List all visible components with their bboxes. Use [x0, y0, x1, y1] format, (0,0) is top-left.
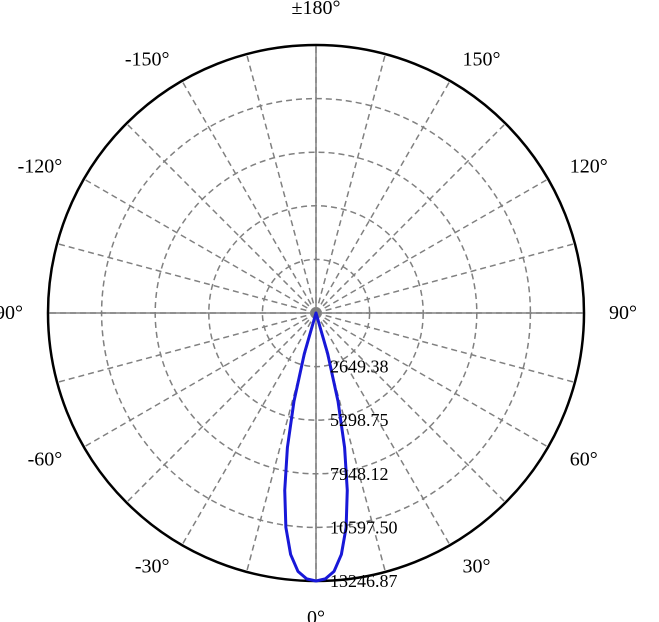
- angle-label: 60°: [570, 449, 598, 471]
- angle-label: 150°: [463, 48, 501, 70]
- angle-label: -60°: [28, 449, 63, 471]
- angle-label: -150°: [125, 48, 170, 70]
- angle-label: -30°: [135, 556, 170, 578]
- angle-label: 120°: [570, 156, 608, 178]
- angle-label: 90°: [609, 302, 637, 324]
- angle-label: -90°: [0, 302, 23, 324]
- ring-label: 13246.87: [330, 571, 398, 591]
- angle-label: 30°: [463, 556, 491, 578]
- ring-label: 5298.75: [330, 410, 389, 430]
- polar-chart: 2649.38 5298.75 7948.12 10597.50 13246.87 ±18…: [0, 0, 659, 622]
- ring-label: 2649.38: [330, 357, 389, 377]
- angle-label: ±180°: [292, 0, 341, 19]
- ring-label: 7948.12: [330, 464, 389, 484]
- angle-label: 0°: [307, 607, 325, 622]
- ring-label: 10597.50: [330, 517, 398, 537]
- polar-chart-container: 2649.38 5298.75 7948.12 10597.50 13246.87 ±18…: [0, 0, 659, 622]
- angle-label: -120°: [18, 156, 63, 178]
